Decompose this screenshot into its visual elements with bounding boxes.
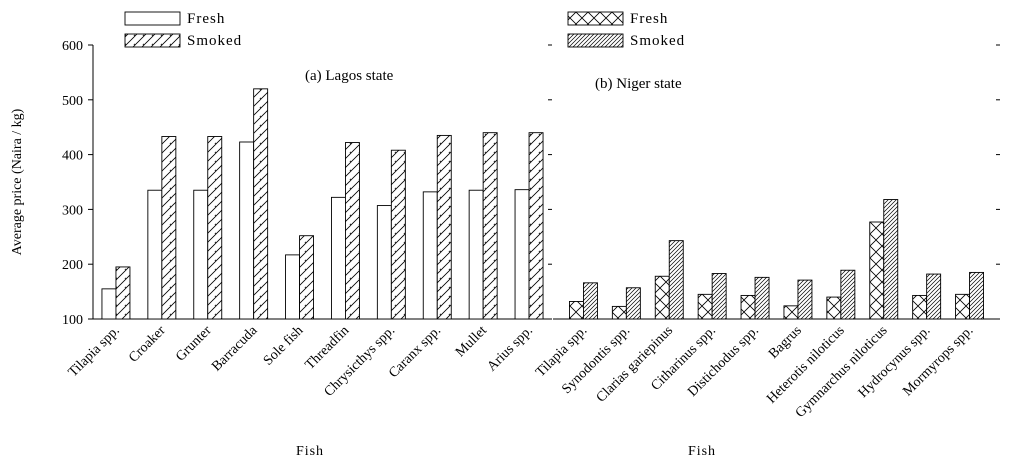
x-tick-label: Bagrus <box>766 323 805 362</box>
legend-swatch <box>567 11 624 26</box>
bar-smoked <box>668 240 684 320</box>
x-axis-label: Fish <box>296 444 324 459</box>
bar-smoked <box>754 276 770 320</box>
y-tick-label: 500 <box>62 94 83 109</box>
bar-fresh <box>331 196 346 320</box>
x-tick-label: Croaker <box>126 323 169 366</box>
y-axis-label: Average price (Naira / kg) <box>10 108 25 255</box>
bar-fresh <box>376 205 392 320</box>
bar-smoked <box>161 136 177 320</box>
x-tick-label: Grunter <box>173 323 215 365</box>
y-tick-label: 100 <box>62 313 83 328</box>
bar-smoked <box>926 273 942 320</box>
bar-fresh <box>101 288 117 320</box>
y-tick-label: 300 <box>62 203 83 218</box>
bar-fresh <box>514 189 530 320</box>
legend-label: Smoked <box>187 33 242 49</box>
bar-smoked <box>711 273 727 320</box>
bar-smoked <box>840 269 856 320</box>
bar-smoked <box>345 142 360 320</box>
bar-smoked <box>625 287 641 320</box>
panel-niger: Tilapia spp.Synodontis spp.Clarias garie… <box>533 11 1000 459</box>
x-tick-label: Heterotis niloticus <box>764 323 847 406</box>
bar-smoked <box>969 271 984 320</box>
bar-smoked <box>797 279 813 320</box>
y-tick-label: 400 <box>62 149 83 164</box>
x-tick-label: Arius spp. <box>485 323 536 374</box>
x-tick-label: Mullet <box>453 323 490 360</box>
bar-fresh <box>193 189 209 320</box>
legend-swatch <box>567 33 624 48</box>
bar-fresh <box>869 221 885 320</box>
bar-smoked <box>253 88 269 320</box>
y-tick-label: 600 <box>62 39 83 54</box>
x-tick-label: Sole fish <box>261 323 307 369</box>
legend-swatch <box>124 33 181 48</box>
legend-label: Fresh <box>187 11 225 27</box>
x-tick-label: Tilapia spp. <box>66 323 123 380</box>
legend-label: Fresh <box>630 11 668 27</box>
y-axis-title: Average price (Naira / kg) <box>10 108 25 255</box>
bar-fresh <box>422 191 438 320</box>
bar-smoked <box>528 132 544 320</box>
bar-fresh <box>285 254 300 320</box>
bar-smoked <box>436 134 452 320</box>
legend-swatch <box>124 11 181 26</box>
panel-title: (a) Lagos state <box>305 68 394 84</box>
bar-fresh <box>912 294 928 320</box>
panel-lagos: 100 200 300 400 500 600 Tilapia spp. Croaker Gru… <box>62 11 552 459</box>
bar-smoked <box>482 132 498 320</box>
x-axis-label: Fish <box>688 444 716 459</box>
bar-fresh <box>654 275 670 320</box>
bar-fresh <box>955 293 970 320</box>
y-tick-label: 200 <box>62 258 83 273</box>
bar-fresh <box>826 296 842 320</box>
bar-smoked <box>207 136 223 320</box>
bar-fresh <box>569 301 584 320</box>
bar-fresh <box>147 189 163 320</box>
bar-smoked <box>390 149 406 320</box>
x-tick-label: Clarias gariepinus <box>594 323 676 405</box>
bar-smoked <box>883 199 899 320</box>
bar-fresh <box>611 305 627 320</box>
bar-smoked <box>299 235 314 320</box>
legend-label: Smoked <box>630 33 685 49</box>
bar-smoked <box>115 266 131 320</box>
bar-fresh <box>468 189 484 320</box>
bar-smoked <box>583 282 598 320</box>
bar-fresh <box>740 294 756 320</box>
x-tick-label: Barracuda <box>209 323 261 375</box>
panel-title: (b) Niger state <box>595 76 682 92</box>
bar-fresh <box>783 305 799 320</box>
bar-fresh <box>697 293 713 320</box>
bar-fresh <box>239 141 255 320</box>
